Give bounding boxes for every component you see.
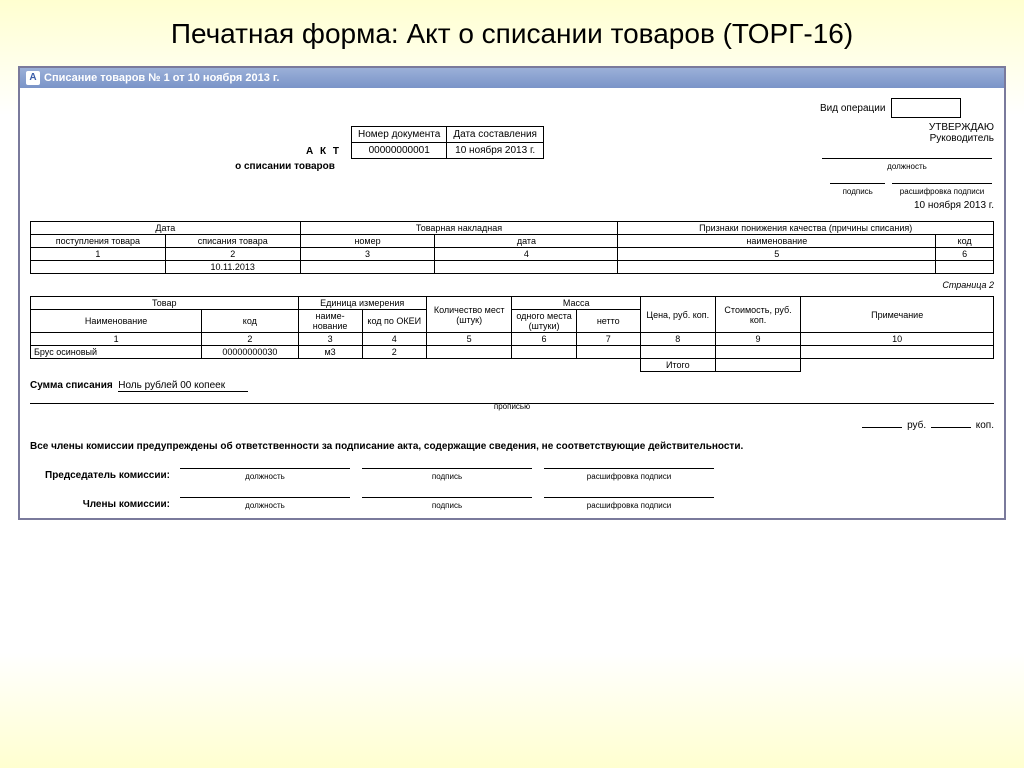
- th-mass-one: одного места (штуки): [512, 310, 576, 333]
- doc-number: 00000000001: [352, 143, 447, 159]
- th-writeoff: списания товара: [165, 235, 300, 248]
- table-row: Брус осиновый 00000000030 м3 2: [31, 346, 994, 359]
- table-dates: Дата Товарная накладная Признаки понижен…: [30, 221, 994, 274]
- total-label: Итого: [640, 359, 715, 372]
- th-date: Дата: [31, 222, 301, 235]
- colnum: 4: [435, 248, 618, 261]
- colnum: 3: [298, 333, 362, 346]
- approve-date: 10 ноября 2013 г.: [820, 200, 994, 211]
- slide-title: Печатная форма: Акт о списании товаров (…: [0, 0, 1024, 58]
- th-name: наименование: [618, 235, 936, 248]
- sum-line: Сумма списания Ноль рублей 00 копеек: [30, 380, 994, 392]
- th-goods-code: код: [202, 310, 298, 333]
- table-goods: Товар Единица измерения Количество мест …: [30, 296, 994, 372]
- app-icon: А: [26, 71, 40, 85]
- approval-block: Вид операции УТВЕРЖДАЮ Руководитель долж…: [820, 98, 994, 211]
- th-price: Цена, руб. коп.: [640, 297, 715, 333]
- okei-cell: 2: [362, 346, 426, 359]
- approve-role: Руководитель: [820, 133, 994, 144]
- goods-code-cell: 00000000030: [202, 346, 298, 359]
- act-header: А К Т Номер документа Дата составления 0…: [30, 126, 820, 159]
- th-qty: Количество мест (штук): [426, 297, 512, 333]
- th-invoice: Товарная накладная: [300, 222, 618, 235]
- rub-label: руб.: [907, 420, 926, 431]
- chairman-label: Председатель комиссии:: [30, 470, 170, 481]
- unit-cell: м3: [298, 346, 362, 359]
- pos-cap: должность: [178, 472, 352, 481]
- sign-cap: подпись: [360, 501, 534, 510]
- decode-cap: расшифровка подписи: [542, 501, 716, 510]
- colnum: 7: [576, 333, 640, 346]
- th-goods-name: Наименование: [31, 310, 202, 333]
- window-titlebar: А Списание товаров № 1 от 10 ноября 2013…: [20, 68, 1004, 88]
- colnum: 9: [715, 333, 801, 346]
- colnum: 2: [202, 333, 298, 346]
- goods-name-cell: Брус осиновый: [31, 346, 202, 359]
- warning-text: Все члены комиссии предупреждены об отве…: [30, 441, 994, 452]
- colnum: 2: [165, 248, 300, 261]
- th-doc-num: Номер документа: [352, 127, 447, 143]
- colnum: 5: [426, 333, 512, 346]
- operation-label: Вид операции: [820, 103, 885, 114]
- chairman-row: Председатель комиссии: должность подпись…: [30, 458, 994, 481]
- window-title: Списание товаров № 1 от 10 ноября 2013 г…: [44, 72, 279, 84]
- operation-box: [891, 98, 961, 118]
- th-cost: Стоимость, руб. коп.: [715, 297, 801, 333]
- th-doc-date: Дата составления: [447, 127, 544, 143]
- colnum: 6: [512, 333, 576, 346]
- sign-cap: подпись: [360, 472, 534, 481]
- th-unit: Единица измерения: [298, 297, 426, 310]
- th-dt: дата: [435, 235, 618, 248]
- colnum: 6: [936, 248, 994, 261]
- act-number-table: Номер документа Дата составления 0000000…: [351, 126, 544, 159]
- print-preview-window: А Списание товаров № 1 от 10 ноября 2013…: [18, 66, 1006, 520]
- table-row: 10.11.2013: [31, 261, 994, 274]
- members-row: Члены комиссии: должность подпись расшиф…: [30, 487, 994, 510]
- pos-cap: должность: [178, 501, 352, 510]
- th-receipt: поступления товара: [31, 235, 166, 248]
- sum-label: Сумма списания: [30, 380, 113, 391]
- doc-date: 10 ноября 2013 г.: [447, 143, 544, 159]
- kop-label: коп.: [976, 420, 994, 431]
- th-mass-net: нетто: [576, 310, 640, 333]
- colnum: 10: [801, 333, 994, 346]
- sum-value: Ноль рублей 00 копеек: [118, 380, 248, 392]
- members-label: Члены комиссии:: [30, 499, 170, 510]
- colnum: 5: [618, 248, 936, 261]
- colnum: 8: [640, 333, 715, 346]
- decode-cap: расшифровка подписи: [542, 472, 716, 481]
- position-caption: должность: [820, 162, 994, 171]
- rub-kop-line: руб. коп.: [30, 417, 994, 431]
- page2-label: Страница 2: [30, 280, 994, 290]
- th-unit-okei: код по ОКЕИ: [362, 310, 426, 333]
- decode-caption: расшифровка подписи: [890, 187, 994, 196]
- colnum: 1: [31, 248, 166, 261]
- act-label: А К Т: [306, 126, 341, 157]
- th-mass: Масса: [512, 297, 640, 310]
- colnum: 3: [300, 248, 435, 261]
- colnum: 4: [362, 333, 426, 346]
- th-unit-name: наиме-нование: [298, 310, 362, 333]
- th-note: Примечание: [801, 297, 994, 333]
- sign-caption: подпись: [828, 187, 887, 196]
- th-num: номер: [300, 235, 435, 248]
- writeoff-date-cell: 10.11.2013: [165, 261, 300, 274]
- sum-caption: прописью: [30, 402, 994, 411]
- colnum: 1: [31, 333, 202, 346]
- approve-title: УТВЕРЖДАЮ: [820, 122, 994, 133]
- th-reason: Признаки понижения качества (причины спи…: [618, 222, 994, 235]
- th-goods: Товар: [31, 297, 299, 310]
- th-code: код: [936, 235, 994, 248]
